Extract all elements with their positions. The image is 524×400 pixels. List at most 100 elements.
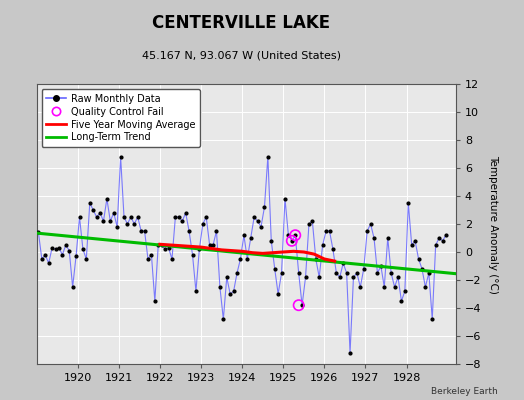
Point	[411, 238, 419, 244]
Point	[353, 270, 361, 276]
Point	[192, 288, 200, 294]
Point	[99, 218, 107, 224]
Point	[250, 214, 258, 220]
Point	[343, 270, 351, 276]
Point	[89, 207, 97, 213]
Legend: Raw Monthly Data, Quality Control Fail, Five Year Moving Average, Long-Term Tren: Raw Monthly Data, Quality Control Fail, …	[41, 89, 200, 147]
Point	[154, 242, 162, 248]
Point	[332, 270, 341, 276]
Point	[195, 246, 203, 252]
Point	[424, 270, 433, 276]
Point	[171, 214, 180, 220]
Point	[62, 242, 70, 248]
Point	[291, 232, 299, 238]
Point	[329, 246, 337, 252]
Point	[308, 218, 316, 224]
Point	[233, 270, 241, 276]
Point	[390, 284, 399, 290]
Point	[113, 224, 122, 230]
Point	[298, 302, 307, 308]
Point	[288, 238, 296, 244]
Point	[335, 274, 344, 280]
Point	[322, 228, 330, 234]
Point	[103, 196, 111, 202]
Point	[202, 214, 211, 220]
Point	[82, 256, 91, 262]
Point	[178, 218, 187, 224]
Point	[116, 154, 125, 160]
Point	[254, 218, 262, 224]
Point	[394, 274, 402, 280]
Point	[267, 238, 276, 244]
Point	[79, 246, 87, 252]
Point	[270, 266, 279, 272]
Point	[181, 210, 190, 216]
Point	[370, 235, 378, 241]
Point	[219, 316, 227, 322]
Point	[48, 244, 56, 251]
Point	[236, 256, 245, 262]
Point	[41, 252, 49, 258]
Point	[384, 235, 392, 241]
Point	[110, 210, 118, 216]
Point	[158, 242, 166, 248]
Point	[123, 221, 132, 227]
Point	[226, 291, 234, 297]
Point	[92, 214, 101, 220]
Point	[428, 316, 436, 322]
Point	[301, 274, 310, 280]
Point	[239, 232, 248, 238]
Point	[144, 256, 152, 262]
Point	[421, 284, 430, 290]
Point	[414, 256, 423, 262]
Point	[305, 221, 313, 227]
Point	[325, 228, 334, 234]
Point	[34, 229, 42, 236]
Point	[96, 210, 104, 216]
Point	[223, 274, 231, 280]
Point	[439, 238, 447, 244]
Point	[435, 235, 443, 241]
Point	[363, 228, 372, 234]
Point	[51, 246, 60, 252]
Point	[127, 214, 135, 220]
Point	[106, 218, 115, 224]
Point	[404, 200, 412, 206]
Point	[359, 266, 368, 272]
Point	[257, 224, 265, 230]
Point	[373, 270, 381, 276]
Point	[294, 270, 303, 276]
Point	[387, 270, 395, 276]
Point	[442, 232, 450, 238]
Point	[319, 242, 327, 248]
Text: CENTERVILLE LAKE: CENTERVILLE LAKE	[152, 14, 330, 32]
Point	[366, 221, 375, 227]
Point	[150, 298, 159, 304]
Point	[140, 228, 149, 234]
Point	[243, 256, 252, 262]
Point	[230, 288, 238, 294]
Point	[288, 238, 296, 244]
Point	[58, 252, 67, 258]
Text: Berkeley Earth: Berkeley Earth	[431, 387, 498, 396]
Point	[264, 154, 272, 160]
Point	[174, 214, 183, 220]
Point	[294, 302, 303, 308]
Point	[120, 214, 128, 220]
Point	[397, 298, 406, 304]
Text: 45.167 N, 93.067 W (United States): 45.167 N, 93.067 W (United States)	[141, 50, 341, 60]
Point	[274, 291, 282, 297]
Point	[38, 256, 46, 262]
Point	[185, 228, 193, 234]
Point	[137, 228, 145, 234]
Point	[72, 253, 80, 259]
Point	[418, 266, 426, 272]
Point	[130, 221, 138, 227]
Point	[205, 242, 214, 248]
Point	[209, 242, 217, 248]
Point	[188, 252, 196, 258]
Point	[65, 247, 73, 254]
Point	[45, 260, 53, 266]
Point	[431, 242, 440, 248]
Point	[312, 256, 320, 262]
